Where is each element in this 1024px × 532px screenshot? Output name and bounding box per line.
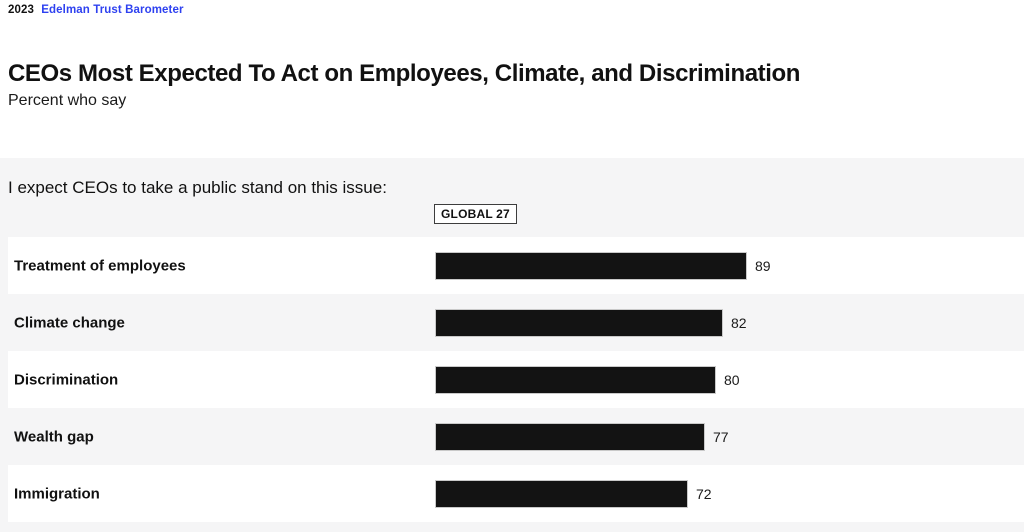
table-row: Discrimination 80 [8,351,1024,408]
bar-chart: Treatment of employees 89 Climate change… [8,237,1024,522]
bar [435,479,688,508]
bar-value-label: 72 [696,485,712,502]
row-label: Wealth gap [14,428,94,445]
report-brand: 2023 Edelman Trust Barometer [8,4,184,16]
bar-value-label: 82 [731,314,747,331]
page-title: CEOs Most Expected To Act on Employees, … [8,60,801,88]
table-row: Treatment of employees 89 [8,237,1024,294]
row-label: Discrimination [14,371,119,388]
chart-question: I expect CEOs to take a public stand on … [8,178,387,197]
bar [435,422,705,451]
brand-name-link[interactable]: Edelman Trust Barometer [41,4,184,16]
bar-wrap: 82 [435,308,747,337]
row-label: Treatment of employees [14,257,186,274]
table-row: Immigration 72 [8,465,1024,522]
bar-wrap: 80 [435,365,740,394]
bar-value-label: 77 [713,428,729,445]
bar-wrap: 77 [435,422,729,451]
chart-section: I expect CEOs to take a public stand on … [0,158,1024,532]
bar-wrap: 89 [435,251,771,280]
table-row: Climate change 82 [8,294,1024,351]
brand-year: 2023 [8,4,34,16]
bar [435,251,747,280]
row-label: Climate change [14,314,125,331]
bar [435,308,723,337]
column-header-badge: GLOBAL 27 [434,204,517,224]
bar-value-label: 80 [724,371,740,388]
bar [435,365,716,394]
page-subtitle: Percent who say [8,92,127,109]
bar-value-label: 89 [755,257,771,274]
row-label: Immigration [14,485,100,502]
bar-wrap: 72 [435,479,712,508]
table-row: Wealth gap 77 [8,408,1024,465]
